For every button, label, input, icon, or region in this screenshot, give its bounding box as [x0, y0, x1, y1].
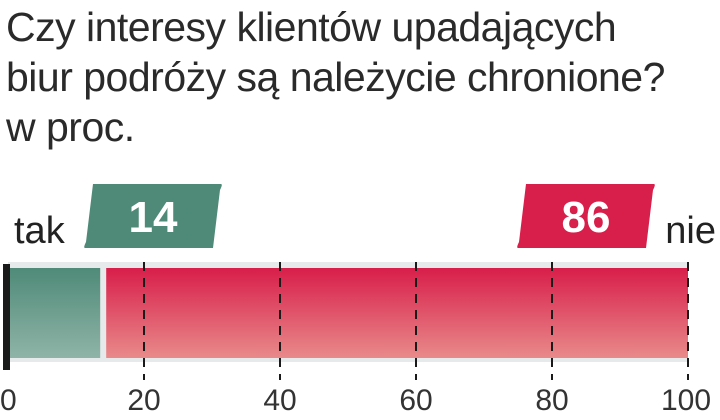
badge-tak-value: 14: [129, 193, 178, 242]
title-line-1: Czy interesy klientów upadających: [6, 4, 617, 50]
zero-axis: [3, 264, 10, 370]
chart-title: Czy interesy klientów upadających biur p…: [6, 2, 714, 152]
badge-nie-value: 86: [562, 193, 611, 242]
bar-segment-nie: [106, 268, 688, 358]
tick-label-60: 60: [399, 384, 432, 417]
tick-label-100: 100: [661, 384, 711, 417]
title-line-2: biur podróży są należycie chronione?: [6, 54, 665, 100]
label-nie: nie: [665, 210, 716, 252]
title-subtitle: w proc.: [6, 104, 135, 150]
tick-label-0: 0: [0, 384, 17, 417]
badge-tak-box: [84, 184, 222, 248]
tick-label-20: 20: [127, 384, 160, 417]
tick-label-80: 80: [535, 384, 568, 417]
tick-label-40: 40: [263, 384, 296, 417]
bar-segment-tak: [8, 268, 101, 358]
label-tak: tak: [14, 210, 66, 252]
badge-nie-box: [517, 184, 655, 248]
